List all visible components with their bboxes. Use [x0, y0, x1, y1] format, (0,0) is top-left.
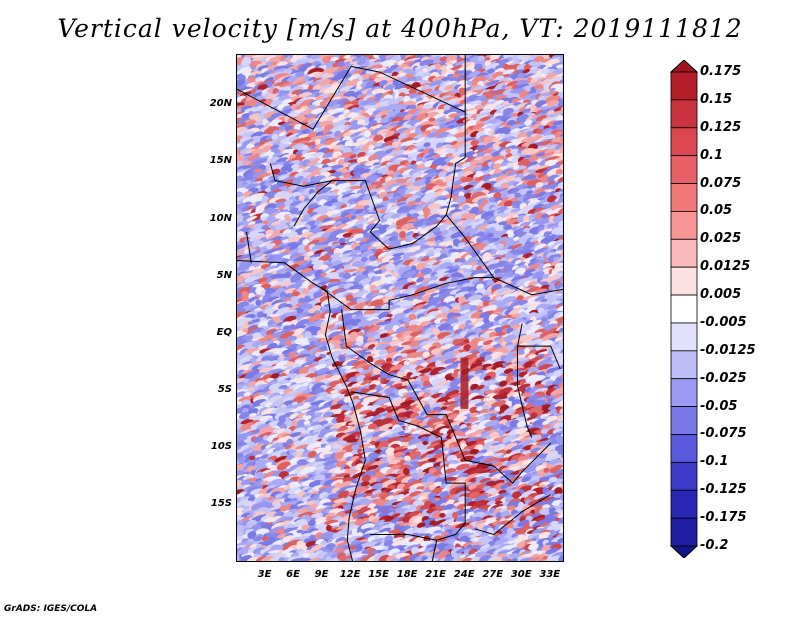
colorbar-segment: [670, 99, 698, 129]
chart-title: Vertical velocity [m/s] at 400hPa, VT: 2…: [57, 14, 743, 43]
lon-tick-label: 6E: [286, 569, 300, 580]
colorbar-segment: [670, 266, 698, 296]
colorbar-tick-label: 0.15: [700, 91, 733, 107]
lat-tick-label: 5S: [217, 383, 232, 395]
lat-tick-label: 20N: [209, 98, 232, 110]
colorbar-tick-label: -0.1: [700, 454, 729, 470]
colorbar-tick-label: -0.125: [700, 482, 747, 498]
colorbar-tick-label: 0.1: [700, 147, 724, 163]
colorbar-segment: [670, 434, 698, 463]
lon-tick-label: 24E: [453, 569, 475, 580]
boundary-line: [516, 323, 561, 370]
boundary-line: [341, 309, 552, 484]
lon-tick-label: 9E: [314, 569, 329, 580]
colorbar-tick-label: -0.05: [700, 398, 738, 414]
colorbar-segment: [670, 378, 698, 407]
colorbar-tick-label: 0.05: [700, 203, 733, 219]
colorbar: [670, 60, 698, 558]
boundary-line: [445, 112, 563, 296]
boundary-line: [237, 260, 366, 561]
lon-tick-label: 30E: [510, 569, 532, 580]
lat-tick-label: 15S: [210, 497, 232, 509]
colorbar-segment: [670, 155, 698, 184]
lon-tick-label: 33E: [539, 569, 561, 580]
lon-tick-label: 15E: [368, 569, 389, 580]
boundary-line: [474, 494, 551, 536]
colorbar-tick-label: 0.075: [700, 175, 742, 191]
boundary-line: [293, 180, 333, 227]
boundary-line: [370, 534, 437, 541]
colorbar-segment: [670, 517, 698, 547]
colorbar-tick-label: -0.025: [700, 370, 747, 386]
colorbar-segment: [670, 322, 698, 352]
colorbar-tick-label: 0.005: [700, 287, 742, 303]
boundary-line: [322, 277, 494, 311]
colorbar-segment: [670, 211, 698, 240]
lon-tick-label: 12E: [339, 569, 361, 580]
colorbar-segment: [670, 183, 698, 212]
lon-tick-label: 18E: [396, 569, 418, 580]
lat-tick-label: EQ: [216, 326, 232, 338]
lat-tick-label: 15N: [209, 155, 232, 167]
colorbar-top-arrow: [670, 60, 698, 73]
colorbar-tick-label: 0.0125: [700, 259, 751, 275]
boundary-line: [246, 231, 252, 263]
map-panel: [236, 54, 564, 562]
boundary-line: [517, 346, 533, 438]
colorbar-segment: [670, 461, 698, 491]
colorbar-segment: [670, 71, 698, 101]
colorbar-segment: [670, 238, 698, 268]
colorbar-segment: [670, 294, 698, 324]
colorbar-tick-label: 0.025: [700, 231, 742, 247]
colorbar-segment: [670, 350, 698, 380]
lat-tick-label: 5N: [216, 269, 232, 281]
colorbar-segment: [670, 127, 698, 157]
boundary-line: [237, 66, 352, 130]
colorbar-tick-label: 0.175: [700, 64, 742, 79]
colorbar-segment: [670, 489, 698, 519]
colorbar-tick-label: 0.125: [700, 119, 742, 135]
credit-text: GrADS: IGES/COLA: [4, 604, 98, 614]
boundary-line: [351, 55, 466, 113]
boundary-line: [351, 391, 466, 561]
lat-tick-label: 10S: [210, 440, 232, 452]
boundary-line: [269, 163, 447, 250]
colorbar-tick-label: -0.0125: [700, 342, 756, 358]
lon-tick-label: 3E: [257, 569, 272, 580]
colorbar-tick-label: -0.005: [700, 314, 747, 330]
colorbar-tick-label: -0.075: [700, 426, 747, 442]
colorbar-tick-label: -0.175: [700, 510, 747, 526]
colorbar-tick-label: -0.2: [700, 538, 729, 553]
colorbar-segment: [670, 406, 698, 435]
lon-tick-label: 21E: [425, 569, 447, 580]
lon-tick-label: 27E: [482, 569, 504, 580]
colorbar-bottom-arrow: [670, 545, 698, 558]
velocity-field: [237, 55, 563, 561]
lat-tick-label: 10N: [209, 212, 232, 224]
